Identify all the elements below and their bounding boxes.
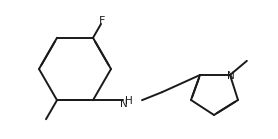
Text: H: H <box>125 96 133 106</box>
Text: N: N <box>120 99 128 109</box>
Text: N: N <box>227 71 235 81</box>
Text: F: F <box>99 16 105 26</box>
